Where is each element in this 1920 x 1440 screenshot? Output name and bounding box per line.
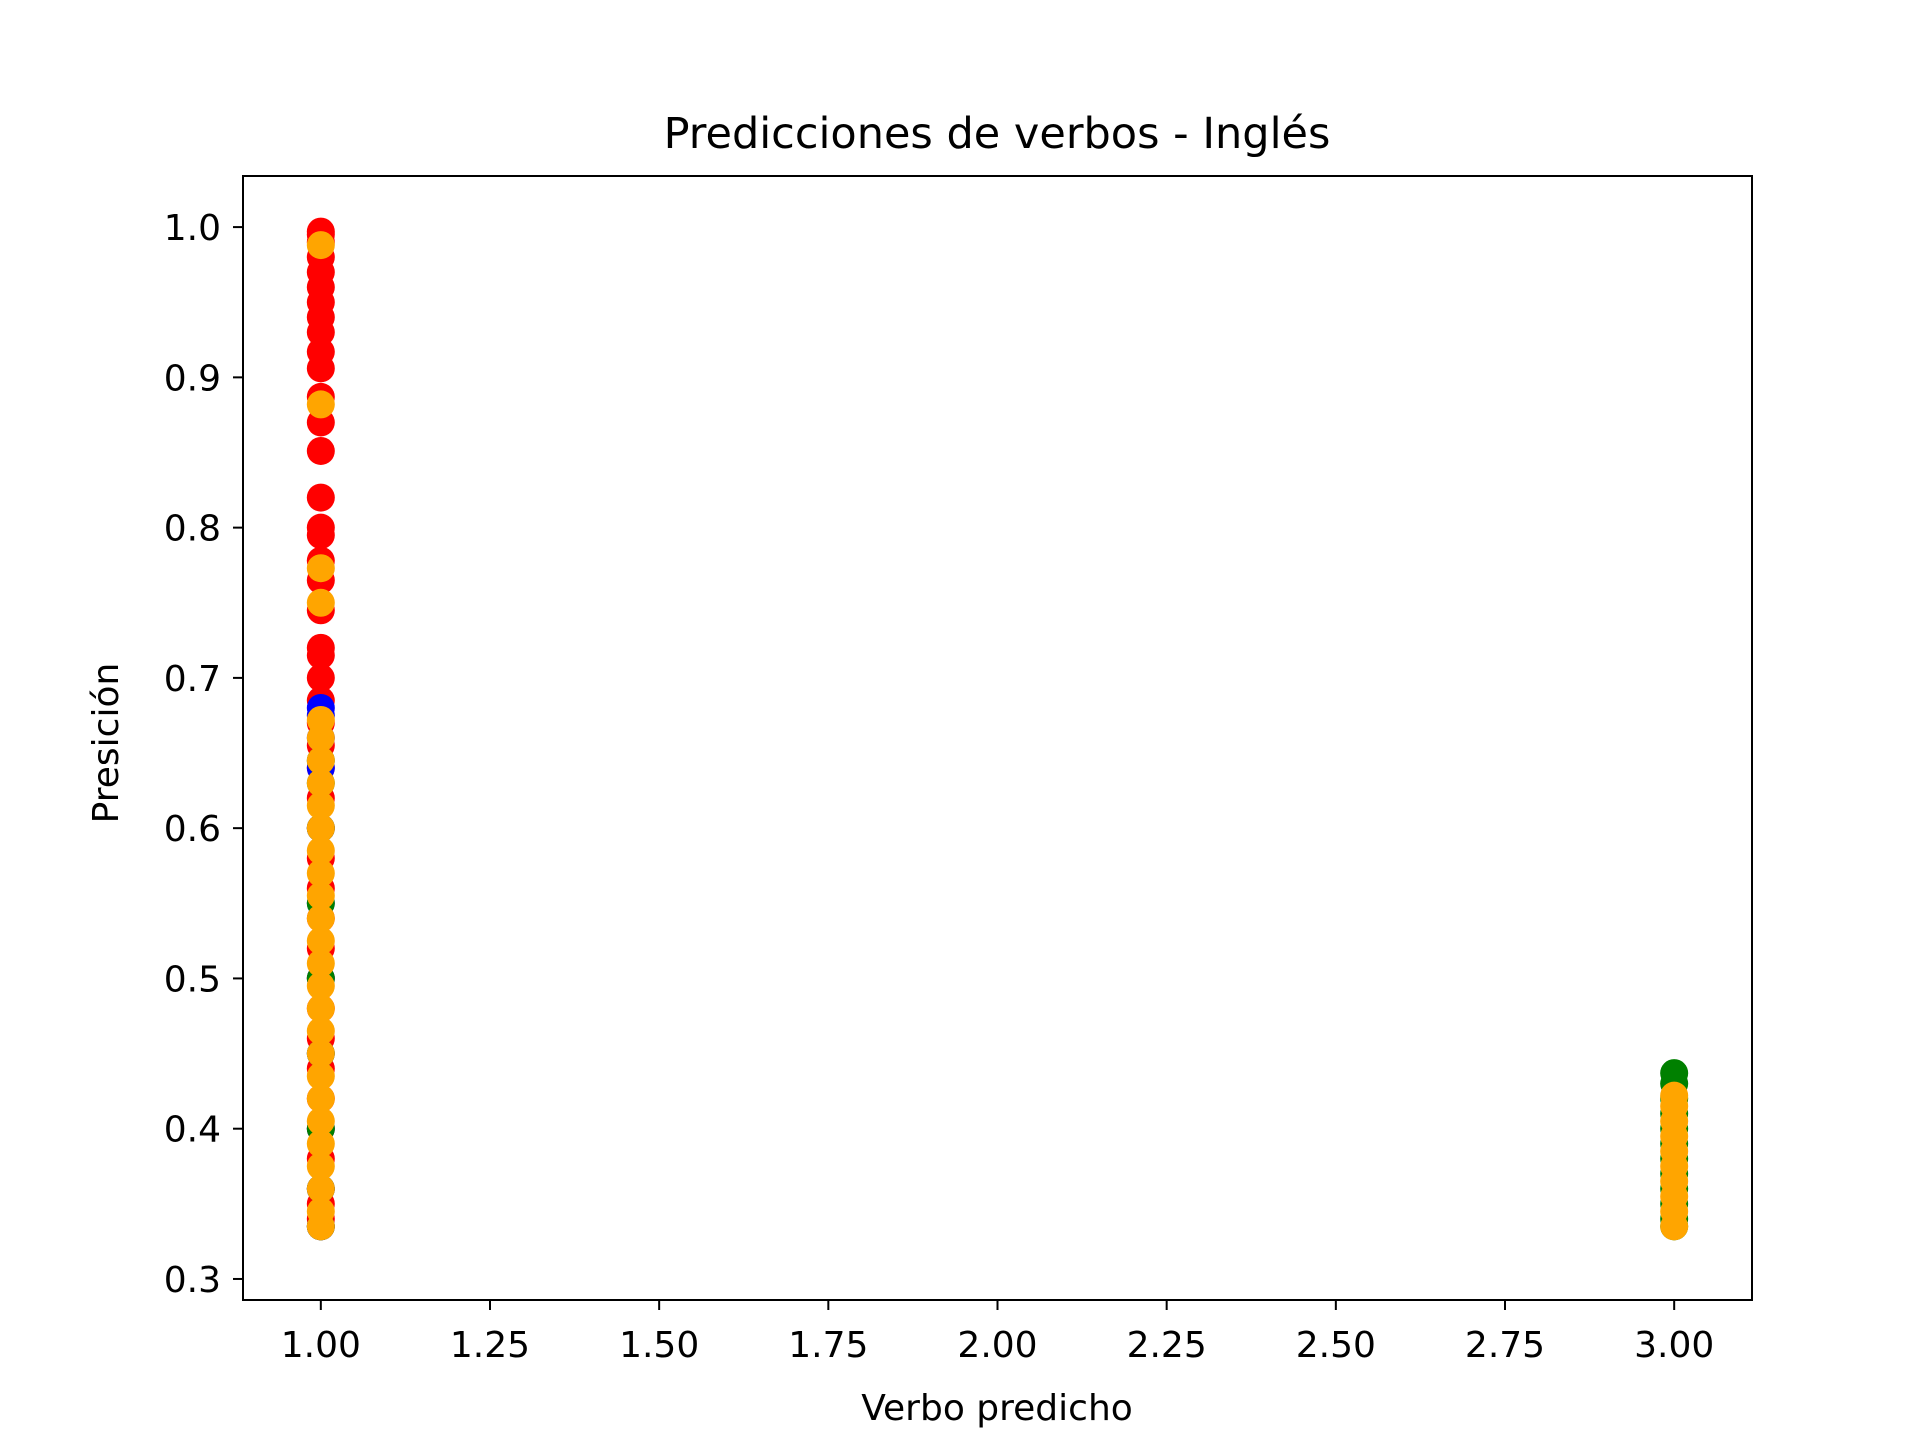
x-tick-label: 2.00 (957, 1325, 1037, 1366)
x-axis-label: Verbo predicho (861, 1388, 1133, 1429)
data-point (1660, 1081, 1689, 1110)
data-point (306, 1039, 335, 1068)
x-tick-label: 1.50 (619, 1325, 699, 1366)
y-tick-label: 0.6 (164, 809, 221, 850)
data-point (306, 1084, 335, 1113)
x-tick-label: 1.75 (788, 1325, 868, 1366)
data-point (306, 390, 335, 419)
y-tick-label: 1.0 (164, 208, 221, 249)
data-point (306, 513, 335, 542)
data-point (306, 554, 335, 583)
data-point (306, 994, 335, 1023)
data-point (1660, 1059, 1689, 1088)
data-point (306, 926, 335, 955)
data-point (306, 814, 335, 843)
y-tick-label: 0.4 (164, 1110, 221, 1151)
y-tick-label: 0.7 (164, 659, 221, 700)
data-point (306, 791, 335, 820)
data-point (306, 1017, 335, 1046)
y-tick-label: 0.3 (164, 1260, 221, 1301)
data-points (306, 217, 1689, 1241)
x-tick-label: 3.00 (1634, 1325, 1714, 1366)
data-point (306, 746, 335, 775)
y-axis-label: Presición (86, 663, 127, 824)
data-point (306, 1152, 335, 1181)
data-point (306, 705, 335, 734)
y-tick-label: 0.9 (164, 358, 221, 399)
data-point (306, 483, 335, 512)
data-point (306, 588, 335, 617)
x-tick-label: 1.00 (281, 1325, 361, 1366)
y-axis: 0.3 0.4 0.5 0.6 0.7 0.8 0.9 1.0 (164, 208, 243, 1301)
x-tick-label: 1.25 (450, 1325, 530, 1366)
data-point (306, 859, 335, 888)
plot-area (243, 176, 1752, 1300)
data-point (306, 1197, 335, 1226)
data-point (306, 663, 335, 692)
data-point (306, 633, 335, 662)
x-axis: 1.00 1.25 1.50 1.75 2.00 2.25 2.50 2.75 3.00 (281, 1300, 1714, 1366)
y-tick-label: 0.5 (164, 959, 221, 1000)
data-point (306, 1129, 335, 1158)
x-tick-label: 2.50 (1296, 1325, 1376, 1366)
y-tick-label: 0.8 (164, 509, 221, 550)
data-point (306, 337, 335, 366)
data-point (306, 881, 335, 910)
data-point (306, 231, 335, 260)
data-point (306, 436, 335, 465)
data-point (306, 836, 335, 865)
x-tick-label: 2.25 (1127, 1325, 1207, 1366)
data-point (306, 1107, 335, 1136)
x-tick-label: 2.75 (1465, 1325, 1545, 1366)
data-point (306, 971, 335, 1000)
data-point (306, 769, 335, 798)
data-point (306, 1062, 335, 1091)
data-point (306, 904, 335, 933)
data-point (306, 1174, 335, 1203)
data-point (306, 949, 335, 978)
chart-title: Predicciones de verbos - Inglés (664, 109, 1331, 159)
